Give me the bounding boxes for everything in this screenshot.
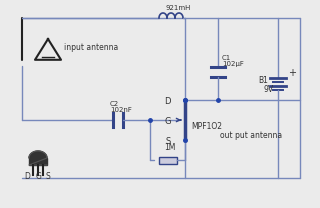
Text: G: G — [164, 116, 171, 125]
Text: out put antenna: out put antenna — [220, 131, 282, 140]
FancyBboxPatch shape — [159, 157, 177, 164]
Text: +: + — [288, 68, 296, 78]
Text: C2: C2 — [110, 101, 119, 107]
Polygon shape — [29, 151, 47, 158]
Text: C1: C1 — [222, 55, 231, 61]
Text: 921mH: 921mH — [165, 5, 190, 11]
Polygon shape — [29, 158, 47, 165]
Text: 9V: 9V — [264, 85, 274, 94]
Text: S: S — [166, 136, 171, 146]
Text: 102μF: 102μF — [222, 61, 244, 67]
Text: G: G — [36, 172, 42, 181]
Text: 1M: 1M — [164, 143, 175, 152]
Text: D: D — [24, 172, 30, 181]
Text: 102nF: 102nF — [110, 107, 132, 113]
Text: D: D — [164, 97, 171, 105]
Text: input antenna: input antenna — [64, 43, 118, 52]
Text: S: S — [46, 172, 51, 181]
Text: B1: B1 — [258, 76, 268, 85]
Text: MPF1O2: MPF1O2 — [191, 122, 222, 131]
